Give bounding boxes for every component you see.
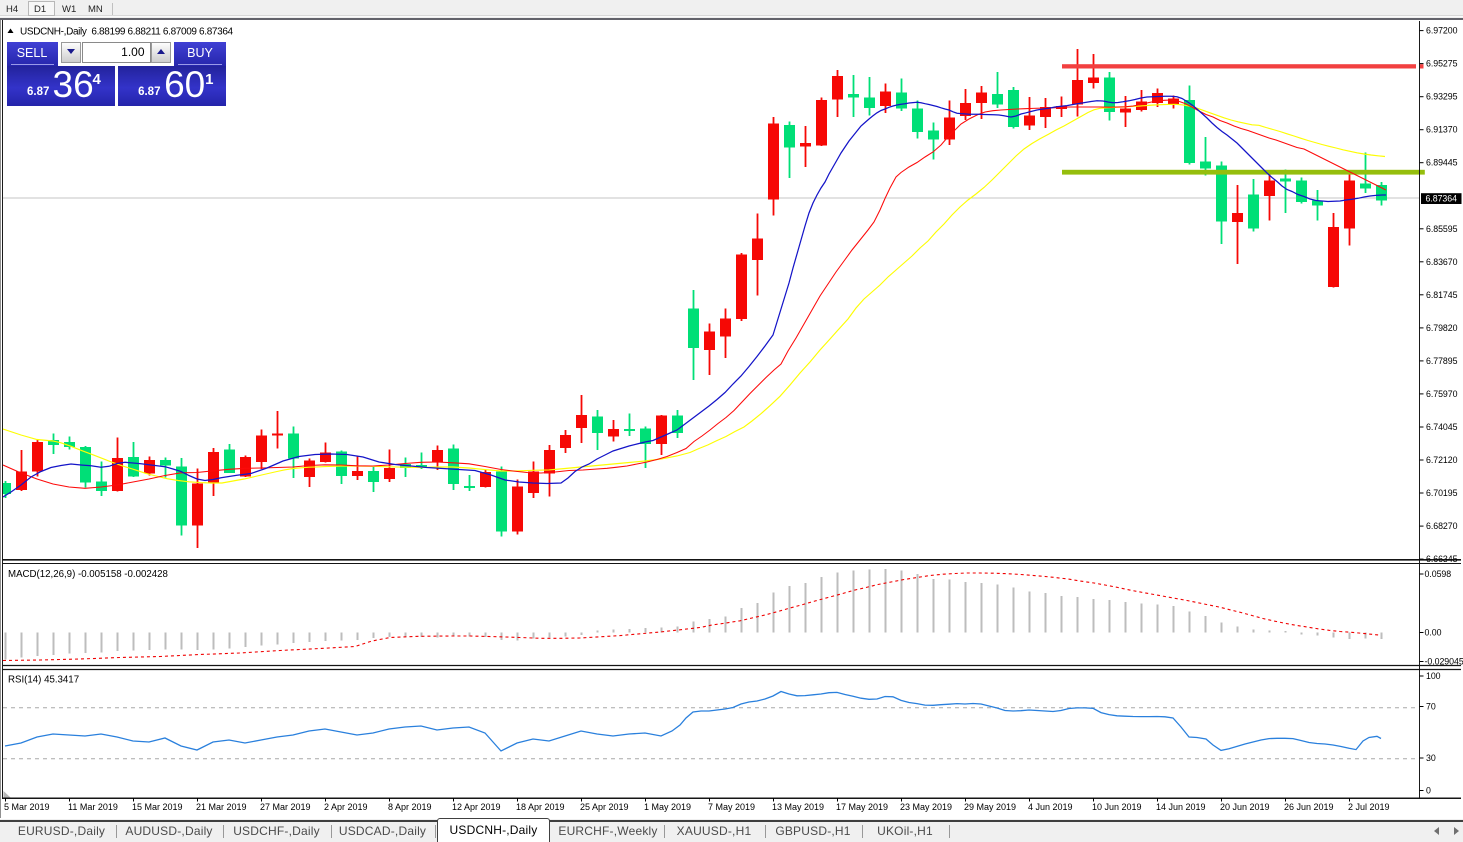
svg-text:1 May 2019: 1 May 2019 bbox=[644, 802, 691, 812]
svg-text:6.66345: 6.66345 bbox=[1426, 554, 1458, 564]
svg-text:6.87364: 6.87364 bbox=[1426, 193, 1458, 203]
svg-text:6.68270: 6.68270 bbox=[1426, 521, 1458, 531]
svg-text:6.95275: 6.95275 bbox=[1426, 59, 1458, 69]
svg-text:15 Mar 2019: 15 Mar 2019 bbox=[132, 802, 183, 812]
svg-text:6.81745: 6.81745 bbox=[1426, 290, 1458, 300]
svg-text:12 Apr 2019: 12 Apr 2019 bbox=[452, 802, 501, 812]
svg-text:5 Mar 2019: 5 Mar 2019 bbox=[4, 802, 50, 812]
svg-text:6.97200: 6.97200 bbox=[1426, 26, 1458, 36]
svg-text:6.89445: 6.89445 bbox=[1426, 158, 1458, 168]
svg-text:6.77895: 6.77895 bbox=[1426, 356, 1458, 366]
svg-text:MACD(12,26,9) -0.005158 -0.002: MACD(12,26,9) -0.005158 -0.002428 bbox=[8, 569, 168, 580]
svg-text:27 Mar 2019: 27 Mar 2019 bbox=[260, 802, 311, 812]
svg-text:30: 30 bbox=[1426, 753, 1436, 763]
svg-text:23 May 2019: 23 May 2019 bbox=[900, 802, 952, 812]
svg-text:25 Apr 2019: 25 Apr 2019 bbox=[580, 802, 629, 812]
svg-text:6.79820: 6.79820 bbox=[1426, 323, 1458, 333]
svg-text:6.74045: 6.74045 bbox=[1426, 422, 1458, 432]
svg-text:2 Jul 2019: 2 Jul 2019 bbox=[1348, 802, 1390, 812]
svg-text:2 Apr 2019: 2 Apr 2019 bbox=[324, 802, 368, 812]
svg-text:6.93295: 6.93295 bbox=[1426, 92, 1458, 102]
svg-text:21 Mar 2019: 21 Mar 2019 bbox=[196, 802, 247, 812]
svg-text:6.83670: 6.83670 bbox=[1426, 257, 1458, 267]
svg-text:4 Jun 2019: 4 Jun 2019 bbox=[1028, 802, 1073, 812]
svg-text:USDCNH-,Daily 6.88199 6.88211: USDCNH-,Daily 6.88199 6.88211 6.87009 6.… bbox=[20, 27, 234, 38]
svg-text:-0.029045: -0.029045 bbox=[1425, 657, 1463, 667]
svg-text:14 Jun 2019: 14 Jun 2019 bbox=[1156, 802, 1206, 812]
svg-text:6.85595: 6.85595 bbox=[1426, 224, 1458, 234]
svg-text:6.70195: 6.70195 bbox=[1426, 488, 1458, 498]
svg-text:0: 0 bbox=[1426, 786, 1431, 796]
svg-text:6.91370: 6.91370 bbox=[1426, 125, 1458, 135]
svg-text:70: 70 bbox=[1426, 702, 1436, 712]
svg-text:26 Jun 2019: 26 Jun 2019 bbox=[1284, 802, 1334, 812]
svg-text:7 May 2019: 7 May 2019 bbox=[708, 802, 755, 812]
svg-text:17 May 2019: 17 May 2019 bbox=[836, 802, 888, 812]
svg-text:29 May 2019: 29 May 2019 bbox=[964, 802, 1016, 812]
svg-text:10 Jun 2019: 10 Jun 2019 bbox=[1092, 802, 1142, 812]
svg-text:8 Apr 2019: 8 Apr 2019 bbox=[388, 802, 432, 812]
svg-text:0.0598: 0.0598 bbox=[1425, 569, 1452, 579]
svg-text:RSI(14) 45.3417: RSI(14) 45.3417 bbox=[8, 675, 79, 686]
svg-text:13 May 2019: 13 May 2019 bbox=[772, 802, 824, 812]
svg-text:18 Apr 2019: 18 Apr 2019 bbox=[516, 802, 565, 812]
svg-text:100: 100 bbox=[1426, 671, 1441, 681]
svg-text:11 Mar 2019: 11 Mar 2019 bbox=[68, 802, 118, 812]
svg-text:0.00: 0.00 bbox=[1425, 628, 1442, 638]
svg-text:20 Jun 2019: 20 Jun 2019 bbox=[1220, 802, 1270, 812]
svg-text:6.72120: 6.72120 bbox=[1426, 455, 1458, 465]
svg-text:6.75970: 6.75970 bbox=[1426, 389, 1458, 399]
